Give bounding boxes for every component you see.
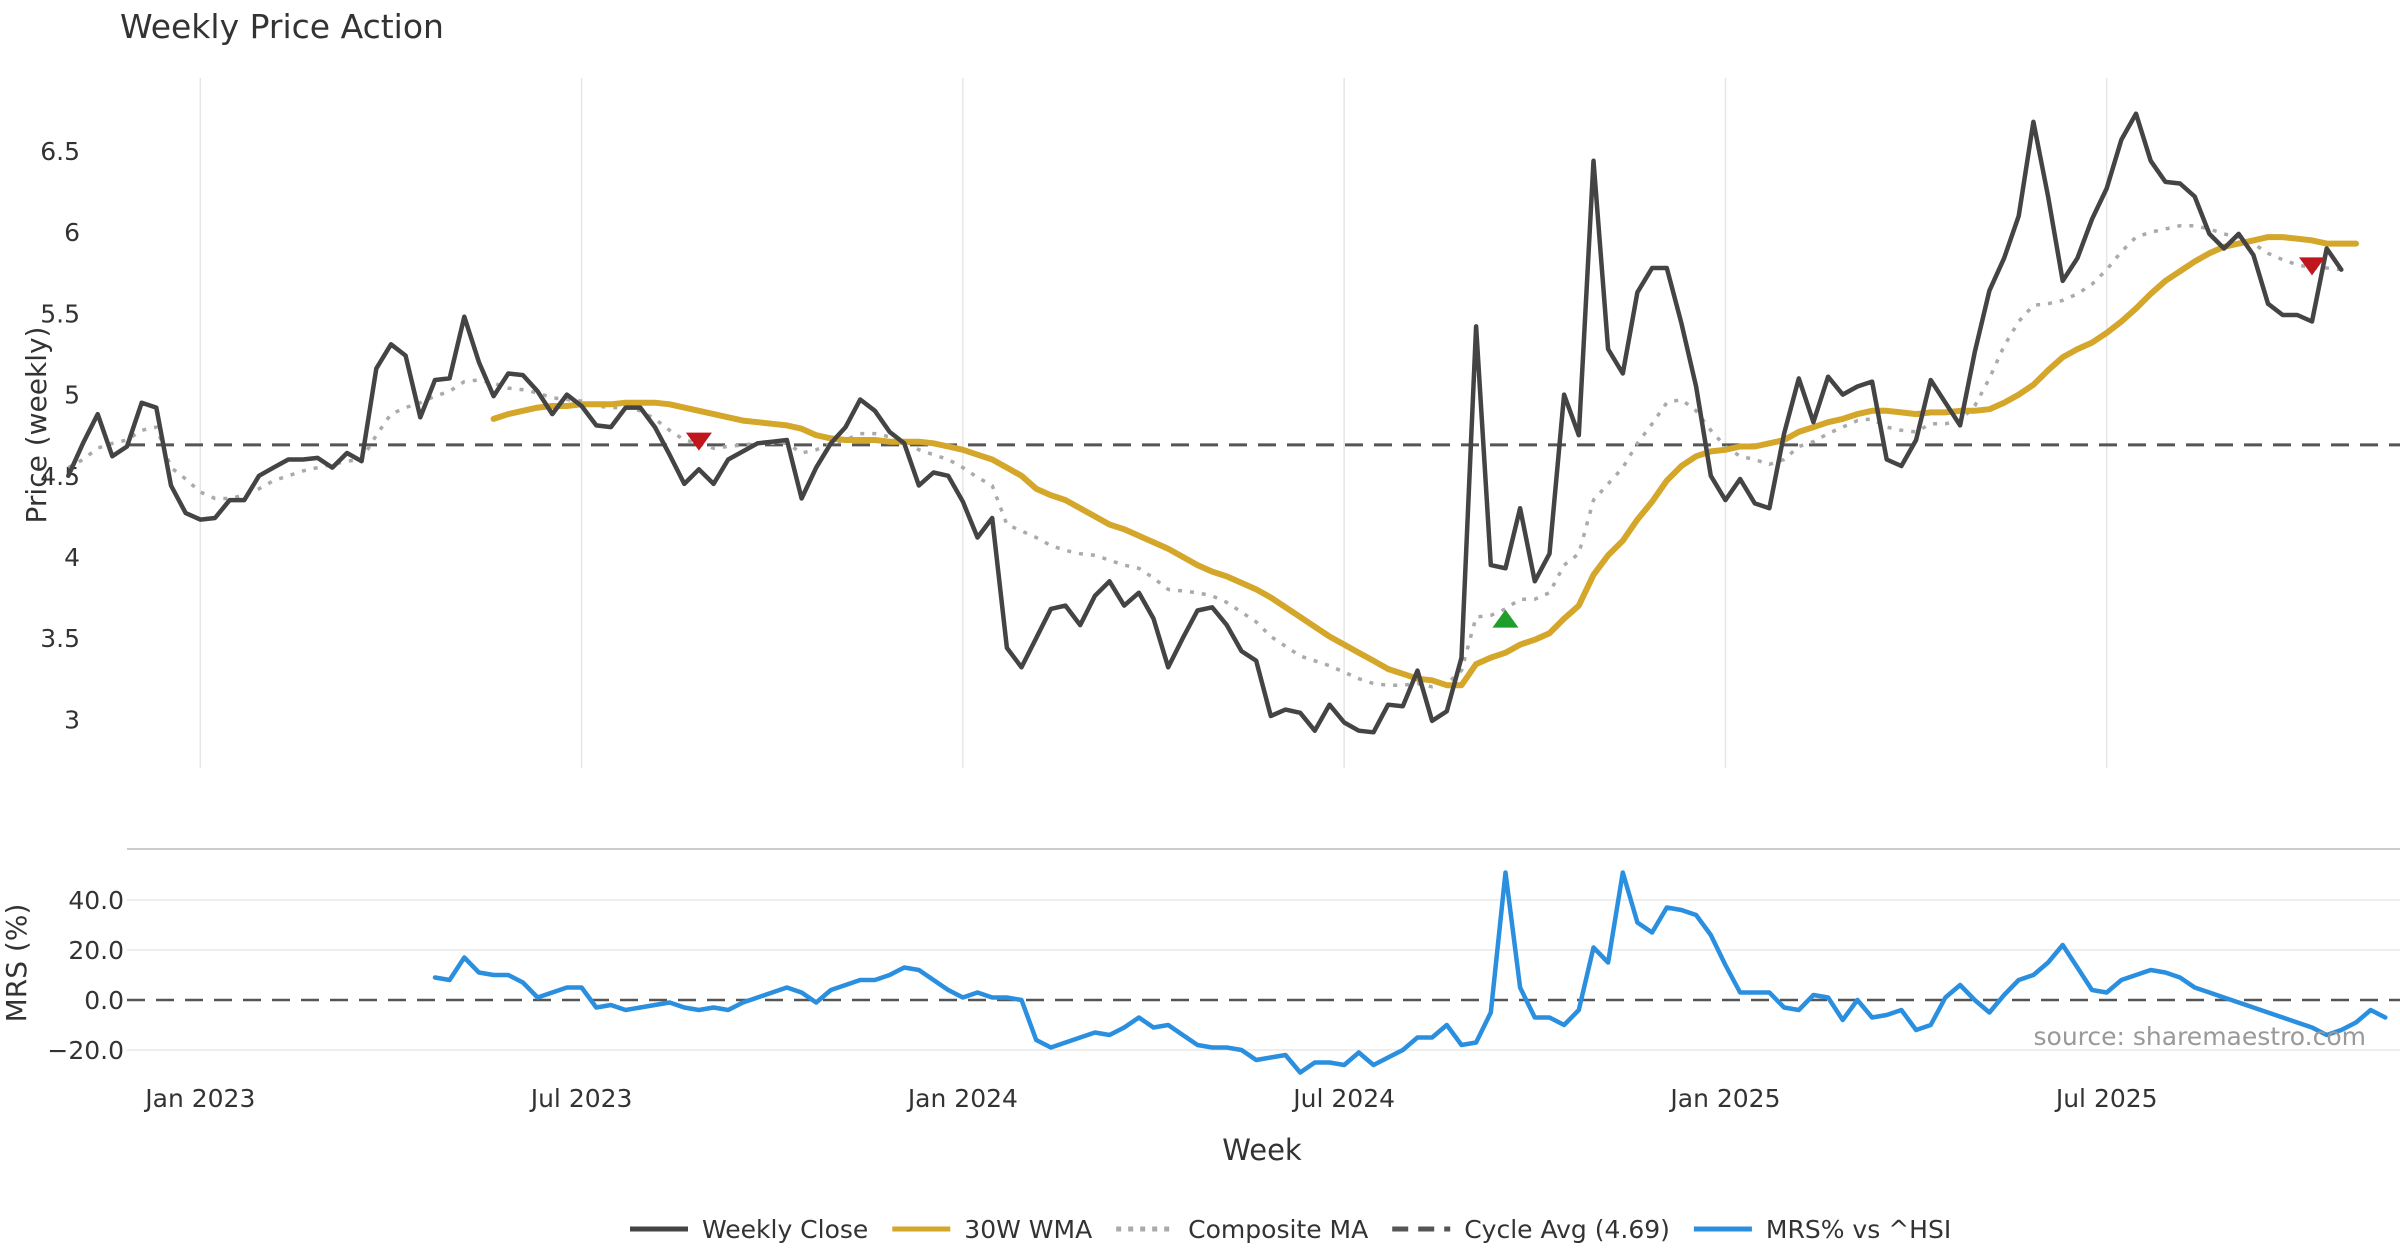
- price-y-tick: 3.5: [40, 624, 80, 653]
- source-watermark: source: sharemaestro.com: [2034, 1022, 2367, 1051]
- x-tick-jul-2023: Jul 2023: [529, 1084, 633, 1113]
- price-y-tick: 5.5: [40, 299, 80, 328]
- mrs-panel-grid: [127, 899, 2400, 1051]
- mrs-series: [432, 870, 2388, 1075]
- legend-label-cycle-avg-4-69: Cycle Avg (4.69): [1464, 1215, 1670, 1244]
- mrs-y-tick: 20.0: [68, 936, 124, 965]
- price-y-tick: 3: [64, 705, 80, 734]
- x-tick-jan-2023: Jan 2023: [143, 1084, 255, 1113]
- x-axis-label: Week: [1222, 1133, 1302, 1167]
- price-series: [66, 111, 2359, 735]
- x-tick-jan-2024: Jan 2024: [906, 1084, 1018, 1113]
- sell-signal-marker: [2299, 257, 2326, 276]
- sell-signal-marker: [685, 432, 712, 451]
- price-y-tick: 5: [64, 381, 80, 410]
- mrs-y-tick: 0.0: [84, 986, 124, 1015]
- chart-title: Weekly Price Action: [120, 7, 444, 46]
- legend-label-30w-wma: 30W WMA: [964, 1215, 1092, 1244]
- price-y-tick: 4: [64, 543, 80, 572]
- x-tick-jul-2025: Jul 2025: [2054, 1084, 2158, 1113]
- legend-label-mrs-vs-hsi: MRS% vs ^HSI: [1766, 1215, 1951, 1244]
- legend-label-composite-ma: Composite MA: [1188, 1215, 1368, 1244]
- mrs-y-tick: 40.0: [68, 886, 124, 915]
- price-y-axis-ticks: 33.544.555.566.5: [40, 137, 80, 734]
- series-30w-wma: [490, 234, 2359, 689]
- x-axis-ticks: Jan 2023 Jul 2023 Jan 2024 Jul 2024 Jan 2025…: [143, 1084, 2157, 1113]
- series-weekly-close: [66, 111, 2344, 735]
- mrs-y-tick: −20.0: [47, 1036, 124, 1065]
- buy-signal-marker: [1492, 609, 1519, 628]
- price-y-axis-label: Price (weekly): [20, 327, 53, 524]
- mrs-y-axis-label: MRS (%): [0, 904, 33, 1023]
- chart-legend: Weekly Close 30W WMA Composite MA Cycle Avg…: [630, 1215, 1951, 1244]
- series-mrs-vs-hsi: [432, 870, 2388, 1075]
- price-y-tick: 6: [64, 218, 80, 247]
- price-y-tick: 6.5: [40, 137, 80, 166]
- series-composite-ma: [67, 223, 2342, 689]
- x-tick-jul-2024: Jul 2024: [1291, 1084, 1395, 1113]
- legend-label-weekly-close: Weekly Close: [702, 1215, 868, 1244]
- signal-markers: [685, 257, 2326, 628]
- mrs-y-axis-ticks: −20.0 0.0 20.0 40.0: [47, 886, 124, 1065]
- x-tick-jan-2025: Jan 2025: [1668, 1084, 1780, 1113]
